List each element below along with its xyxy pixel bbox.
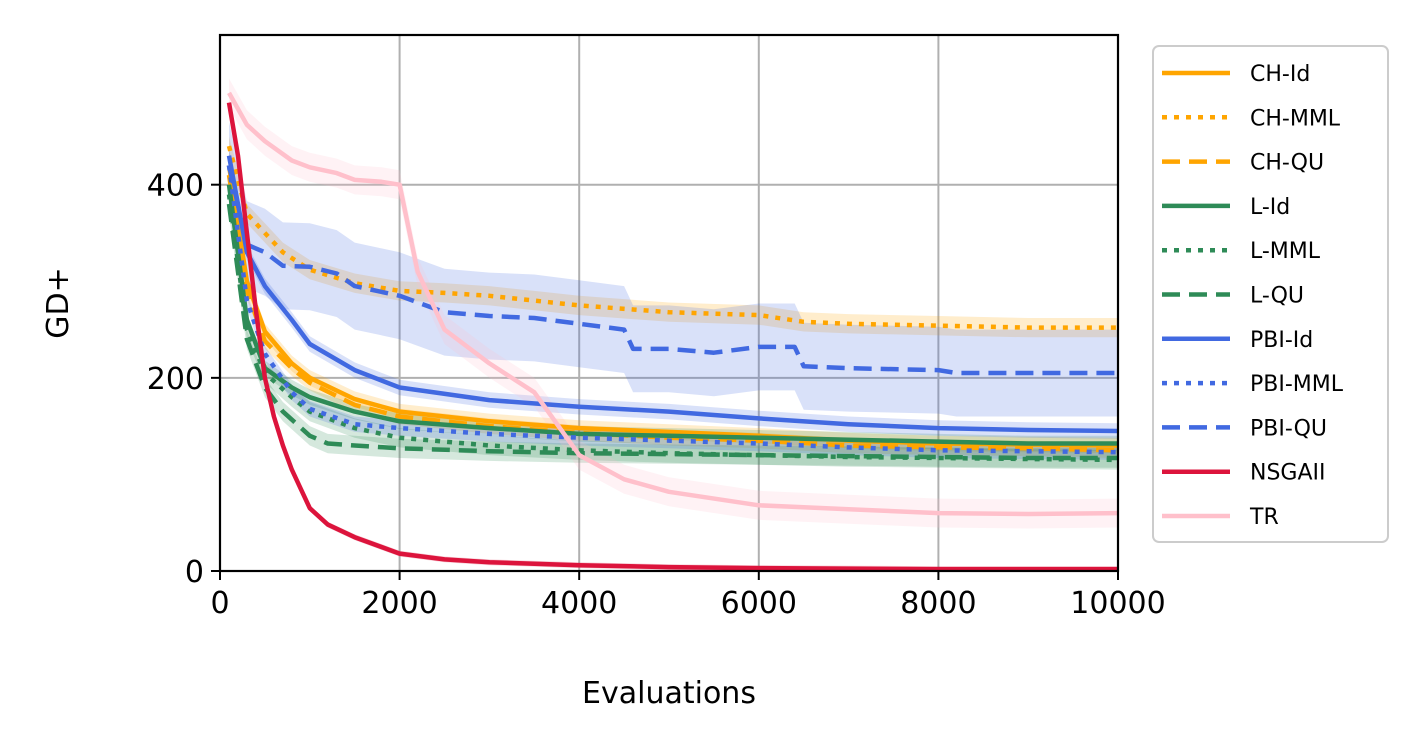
series-line-l-qu — [226, 203, 1118, 461]
band-l-qu — [229, 194, 1118, 468]
legend-label-pbi-id: PBI-Id — [1250, 328, 1313, 353]
series-line-tr — [227, 91, 1119, 517]
legend-label-l-mml: L-MML — [1250, 239, 1321, 264]
legend-label-nsgaii: NSGAII — [1250, 461, 1326, 486]
legend-label-l-id: L-Id — [1250, 195, 1290, 220]
axis-ticks: 0 2000 4000 6000 8000 10000 0 200 400 — [147, 169, 1166, 621]
series-lines — [226, 91, 1119, 572]
x-axis-label: Evaluations — [582, 676, 756, 711]
x-tick-label: 0 — [210, 586, 229, 621]
x-tick-label: 10000 — [1070, 586, 1165, 621]
confidence-bands — [229, 78, 1118, 571]
legend-label-ch-id: CH-Id — [1250, 62, 1310, 87]
series-line-nsgaii — [226, 102, 1118, 572]
band-ch-mml — [229, 136, 1118, 338]
legend-label-ch-qu: CH-QU — [1250, 151, 1324, 176]
legend-label-pbi-qu: PBI-QU — [1250, 416, 1327, 441]
series-line-pbi-qu — [226, 164, 1118, 376]
series-line-l-id — [226, 184, 1118, 446]
series-line-pbi-mml — [226, 165, 1119, 455]
y-tick-label: 200 — [147, 362, 204, 397]
legend-label-pbi-mml: PBI-MML — [1250, 372, 1344, 397]
x-tick-label: 6000 — [721, 586, 797, 621]
x-tick-label: 4000 — [541, 586, 617, 621]
plot-frame — [218, 33, 1120, 573]
series-line-pbi-id — [226, 155, 1119, 434]
legend-frame — [1152, 45, 1389, 543]
series-line-l-mml — [226, 194, 1119, 463]
y-axis-label: GD+ — [41, 267, 76, 338]
legend-label-tr: TR — [1249, 505, 1279, 530]
legend-label-ch-mml: CH-MML — [1250, 106, 1341, 131]
x-tick-label: 8000 — [900, 586, 976, 621]
band-pbi-qu — [229, 121, 1118, 417]
y-tick-label: 0 — [185, 555, 204, 590]
series-line-ch-mml — [226, 145, 1118, 330]
legend: CH-Id CH-MML CH-QU L-Id L-MML L-QU PBI-Id PBI-M… — [1152, 45, 1389, 543]
legend-label-l-qu: L-QU — [1250, 284, 1304, 309]
x-tick-label: 2000 — [361, 586, 437, 621]
y-tick-label: 400 — [147, 169, 204, 204]
